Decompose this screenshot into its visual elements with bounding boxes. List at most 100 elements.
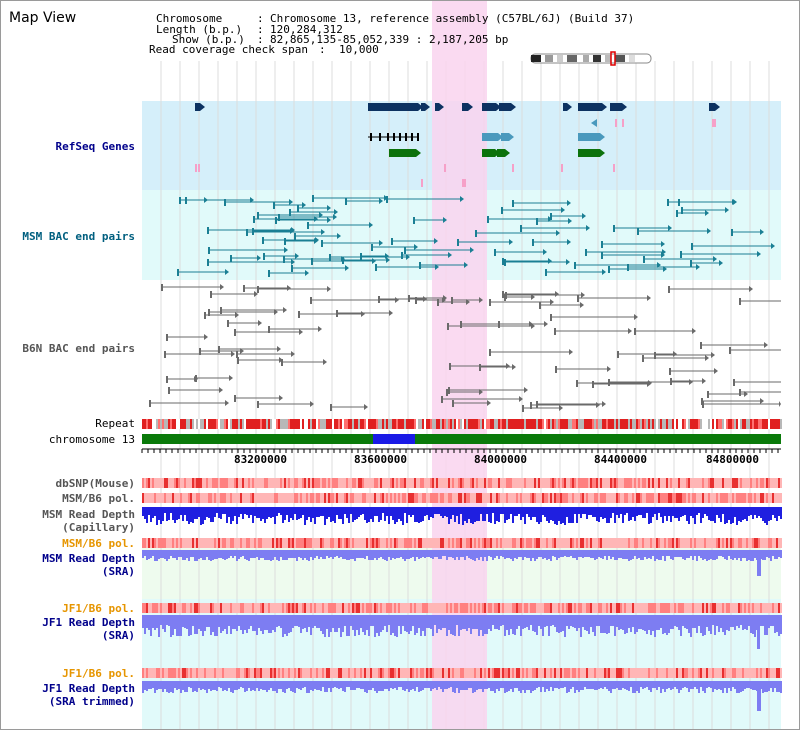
polymorphism-bin — [194, 538, 196, 548]
polymorphism-bin — [316, 538, 318, 548]
read-depth-bin — [194, 681, 196, 691]
polymorphism-bin — [146, 478, 148, 488]
polymorphism-bin — [544, 478, 546, 488]
polymorphism-bin — [516, 478, 518, 488]
read-depth-bin — [366, 550, 368, 556]
bac-end — [760, 398, 764, 404]
repeat-segment — [334, 419, 336, 429]
track-label-jf1-b6-pol-2[interactable]: JF1/B6 pol. — [62, 667, 135, 680]
polymorphism-bin — [422, 668, 424, 678]
read-depth-bin — [418, 550, 420, 559]
polymorphism-bin — [170, 538, 172, 548]
polymorphism-bin — [522, 493, 524, 503]
repeat-segment — [436, 419, 438, 429]
polymorphism-bin — [498, 603, 500, 613]
read-depth-bin — [620, 507, 622, 514]
track-label-jf1-b6-pol[interactable]: JF1/B6 pol. — [62, 602, 135, 615]
read-depth-bin — [300, 507, 302, 518]
read-depth-bin — [680, 507, 682, 517]
polymorphism-bin — [564, 668, 566, 678]
gene-exon — [417, 133, 419, 141]
polymorphism-bin — [628, 603, 630, 613]
read-depth-bin — [270, 507, 272, 518]
track-label-b6n-bac[interactable]: B6N BAC end pairs — [22, 342, 135, 355]
polymorphism-bin — [274, 668, 276, 678]
read-depth-bin — [640, 615, 642, 629]
read-depth-bin — [674, 550, 676, 557]
track-label-msm-depth-capillary[interactable]: MSM Read Depth — [42, 508, 135, 521]
gene-exon — [387, 133, 389, 141]
polymorphism-bin — [148, 493, 150, 503]
read-depth-bin — [226, 507, 228, 523]
polymorphism-bin — [144, 478, 146, 488]
read-depth-bin — [474, 550, 476, 561]
read-depth-bin — [728, 681, 730, 688]
track-label-jf1-depth-sra[interactable]: JF1 Read Depth — [42, 616, 135, 629]
read-depth-bin — [452, 681, 454, 692]
read-depth-bin — [504, 615, 506, 636]
read-depth-bin — [180, 550, 182, 557]
read-depth-bin — [262, 550, 264, 558]
read-depth-bin — [336, 507, 338, 515]
read-depth-bin — [762, 681, 764, 693]
read-depth-bin — [650, 550, 652, 559]
read-depth-bin — [650, 681, 652, 692]
polymorphism-bin — [284, 668, 286, 678]
polymorphism-bin — [496, 603, 498, 613]
polymorphism-bin — [264, 603, 266, 613]
read-depth-bin — [584, 615, 586, 630]
read-depth-bin — [232, 507, 234, 521]
repeat-segment — [778, 419, 780, 429]
polymorphism-bin — [598, 493, 600, 503]
bac-end — [502, 258, 504, 265]
track-label-jf1-depth-trimmed[interactable]: JF1 Read Depth — [42, 682, 135, 695]
read-depth-bin — [524, 681, 526, 693]
read-depth-bin — [336, 550, 338, 556]
read-depth-bin — [592, 507, 594, 517]
repeat-segment — [232, 419, 234, 429]
read-depth-bin — [252, 550, 254, 558]
header-span-value: 10,000 — [339, 43, 379, 56]
track-label-refseq-genes[interactable]: RefSeq Genes — [55, 140, 135, 153]
polymorphism-bin — [714, 538, 716, 548]
read-depth-bin — [404, 507, 406, 513]
track-label-msm-b6-pol-sra[interactable]: MSM/B6 pol. — [62, 537, 135, 550]
polymorphism-bin — [494, 603, 496, 613]
repeat-segment — [612, 419, 614, 429]
read-depth-bin — [656, 681, 658, 690]
read-depth-bin — [552, 550, 554, 556]
polymorphism-bin — [344, 668, 346, 678]
polymorphism-bin — [368, 493, 370, 503]
track-label-msm-b6-pol[interactable]: MSM/B6 pol. — [62, 492, 135, 505]
bac-end — [243, 285, 245, 292]
polymorphism-bin — [492, 538, 494, 548]
track-label-repeat[interactable]: Repeat — [95, 417, 135, 430]
polymorphism-bin — [172, 668, 174, 678]
track-label-dbsnp[interactable]: dbSNP(Mouse) — [55, 477, 135, 490]
repeat-segment — [388, 419, 390, 429]
polymorphism-bin — [700, 538, 702, 548]
polymorphism-bin — [148, 538, 150, 548]
polymorphism-bin — [484, 538, 486, 548]
read-depth-bin — [402, 681, 404, 690]
polymorphism-bin — [222, 538, 224, 548]
track-label-msm-depth-sra[interactable]: MSM Read Depth — [42, 552, 135, 565]
repeat-segment — [780, 419, 782, 429]
read-depth-bin — [262, 681, 264, 690]
polymorphism-bin — [204, 478, 206, 488]
read-depth-bin — [734, 550, 736, 558]
read-depth-bin — [242, 507, 244, 519]
polymorphism-bin — [152, 603, 154, 613]
track-label-chromosome[interactable]: chromosome 13 — [48, 433, 135, 446]
polymorphism-bin — [766, 668, 768, 678]
read-depth-bin — [504, 507, 506, 523]
read-depth-bin — [206, 507, 208, 517]
polymorphism-bin — [178, 478, 180, 488]
polymorphism-bin — [646, 478, 648, 488]
track-label-msm-bac[interactable]: MSM BAC end pairs — [22, 230, 135, 243]
polymorphism-bin — [334, 603, 336, 613]
polymorphism-bin — [196, 603, 198, 613]
polymorphism-bin — [254, 668, 256, 678]
read-depth-bin — [358, 681, 360, 688]
